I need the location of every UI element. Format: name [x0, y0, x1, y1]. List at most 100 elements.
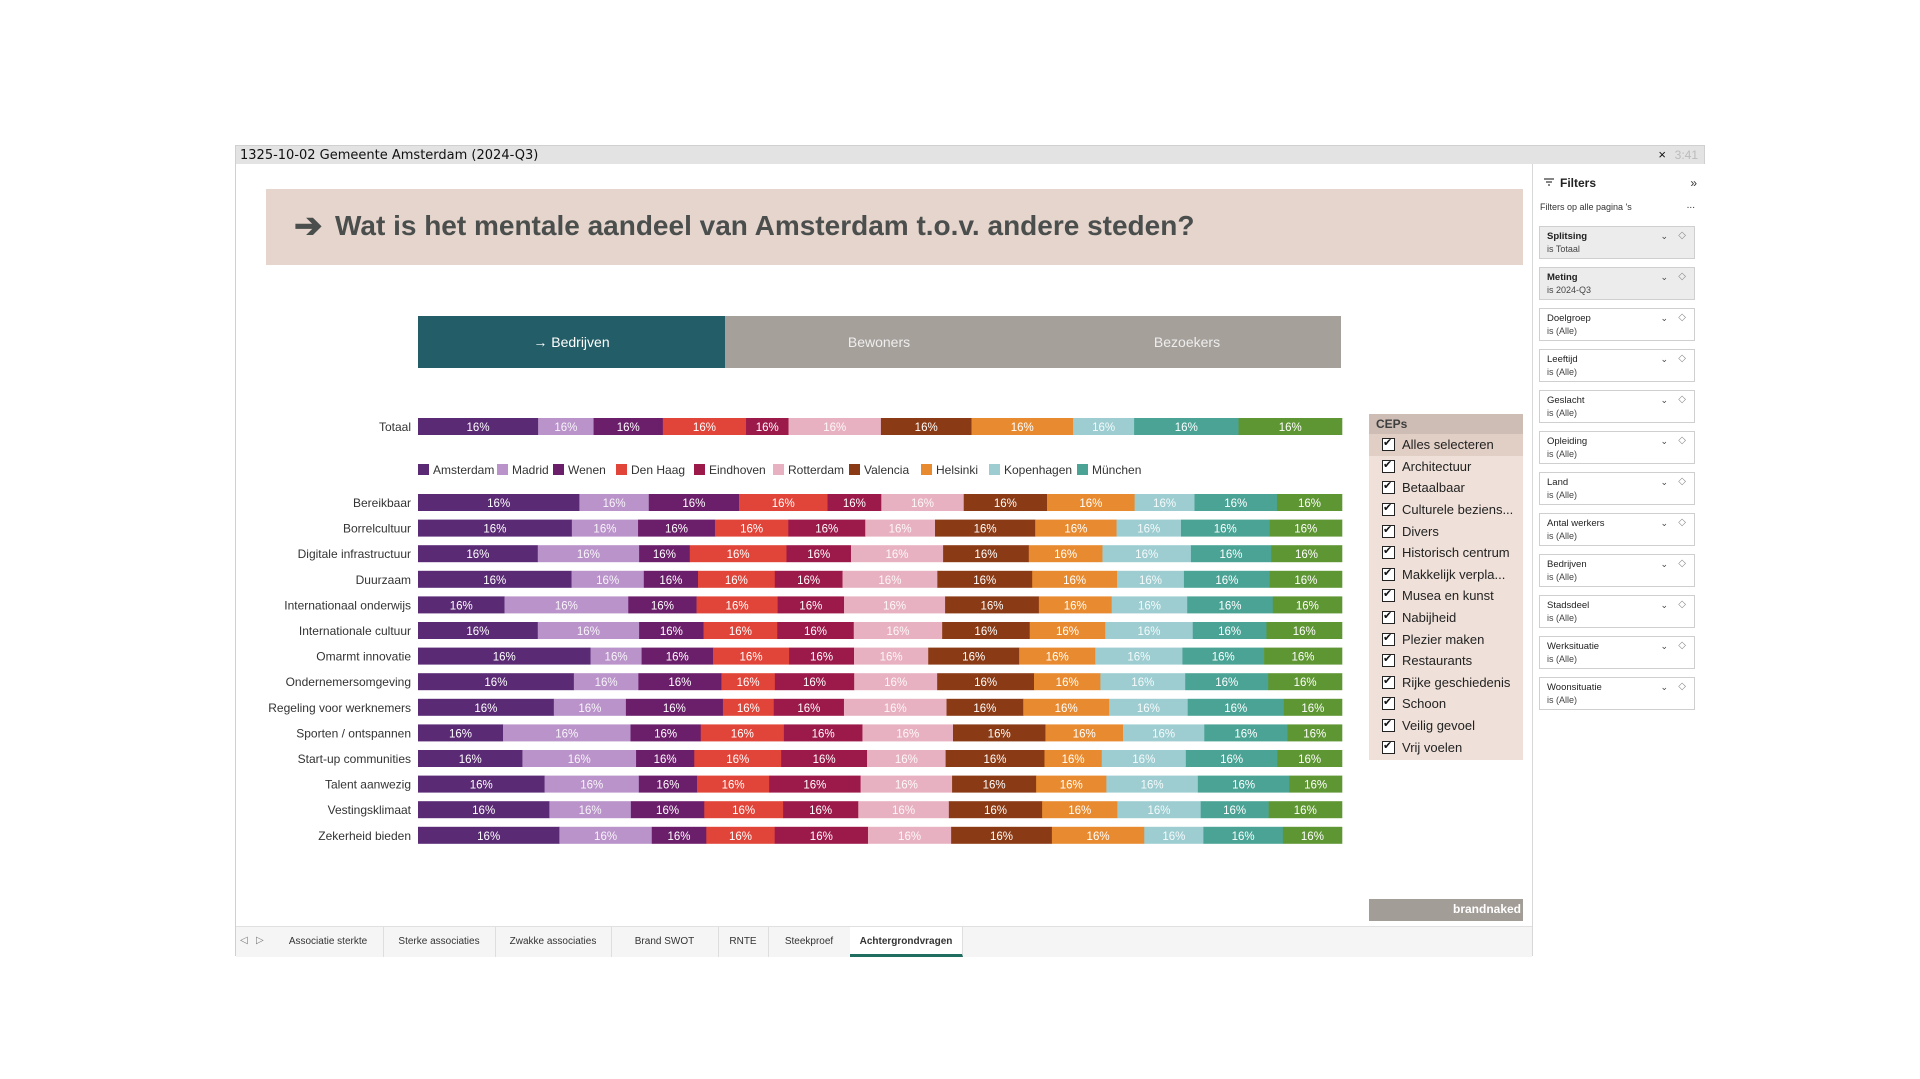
- tab-bewoners[interactable]: Bewoners: [725, 316, 1033, 368]
- bar-segment-r6-4[interactable]: [789, 647, 855, 665]
- checkbox-icon[interactable]: [1382, 695, 1395, 711]
- bar-segment-r13-5[interactable]: [867, 826, 952, 844]
- bar-segment-r8-1[interactable]: [553, 698, 627, 716]
- bar-segment-r9-0[interactable]: [418, 724, 504, 742]
- page-tab-brand-swot[interactable]: Brand SWOT: [611, 927, 719, 957]
- bar-segment-r4-6[interactable]: [945, 596, 1040, 614]
- bar-segment-r6-7[interactable]: [1019, 647, 1096, 665]
- bar-segment-r11-5[interactable]: [860, 775, 953, 793]
- bar-segment-r10-6[interactable]: [945, 750, 1045, 767]
- bar-segment-totaal-6[interactable]: [880, 418, 972, 435]
- checkbox-icon[interactable]: [1382, 674, 1395, 689]
- checkbox-icon[interactable]: [1382, 479, 1395, 495]
- bar-segment-r2-10[interactable]: [1271, 545, 1343, 563]
- clear-filter-icon[interactable]: ◇: [1678, 312, 1686, 323]
- bar-segment-r3-2[interactable]: [643, 570, 699, 588]
- bar-segment-r7-5[interactable]: [854, 673, 938, 691]
- bar-segment-r12-7[interactable]: [1042, 801, 1118, 819]
- bar-segment-r12-0[interactable]: [418, 801, 550, 819]
- clear-filter-icon[interactable]: ◇: [1678, 476, 1686, 487]
- legend-entry[interactable]: Valencia: [864, 463, 909, 477]
- bar-segment-r3-4[interactable]: [774, 570, 843, 588]
- bar-segment-r1-0[interactable]: [418, 519, 573, 537]
- chevron-down-icon[interactable]: ⌄: [1660, 641, 1668, 651]
- bar-segment-r8-0[interactable]: [418, 698, 555, 716]
- checkbox-icon[interactable]: [1382, 631, 1395, 646]
- bar-segment-r1-6[interactable]: [935, 519, 1036, 537]
- bar-segment-r8-2[interactable]: [625, 698, 724, 716]
- bar-segment-r3-9[interactable]: [1183, 570, 1271, 588]
- bar-segment-r0-6[interactable]: [963, 494, 1048, 511]
- bar-segment-r11-2[interactable]: [638, 775, 698, 793]
- bar-segment-r10-8[interactable]: [1101, 750, 1187, 767]
- checkbox-icon[interactable]: [1382, 458, 1395, 473]
- bar-segment-r3-0[interactable]: [418, 570, 572, 588]
- bar-segment-r10-4[interactable]: [781, 750, 868, 767]
- bar-segment-r11-4[interactable]: [769, 775, 861, 793]
- chevron-down-icon[interactable]: ⌄: [1660, 600, 1668, 610]
- bar-segment-r7-7[interactable]: [1034, 673, 1101, 691]
- page-tab-rnte[interactable]: RNTE: [718, 927, 769, 957]
- cep-item[interactable]: Rijke geschiedenis: [1369, 672, 1523, 694]
- bar-segment-r9-10[interactable]: [1287, 724, 1343, 742]
- bar-segment-r13-0[interactable]: [418, 826, 560, 844]
- bar-segment-r2-4[interactable]: [786, 545, 852, 563]
- bar-segment-r13-7[interactable]: [1051, 826, 1145, 844]
- next-page-icon[interactable]: ▷: [256, 935, 264, 946]
- bar-segment-r1-2[interactable]: [638, 519, 716, 537]
- bar-segment-r6-0[interactable]: [418, 647, 591, 665]
- chevron-down-icon[interactable]: ⌄: [1660, 231, 1668, 241]
- chevron-down-icon[interactable]: ⌄: [1660, 395, 1668, 405]
- bar-segment-r5-3[interactable]: [703, 622, 778, 639]
- bar-segment-r12-9[interactable]: [1200, 801, 1269, 819]
- cep-item[interactable]: Schoon: [1369, 693, 1523, 715]
- bar-segment-r9-6[interactable]: [952, 724, 1046, 742]
- clear-filter-icon[interactable]: ◇: [1678, 640, 1686, 651]
- cep-item[interactable]: Restaurants: [1369, 650, 1523, 672]
- bar-segment-r1-9[interactable]: [1180, 519, 1270, 537]
- bar-segment-r13-2[interactable]: [651, 826, 707, 844]
- bar-segment-r1-1[interactable]: [571, 519, 639, 537]
- bar-segment-r0-5[interactable]: [881, 494, 965, 511]
- clear-filter-icon[interactable]: ◇: [1678, 230, 1686, 241]
- bar-segment-r8-4[interactable]: [773, 698, 845, 716]
- expand-icon[interactable]: »: [1690, 176, 1697, 190]
- bar-segment-r4-7[interactable]: [1038, 596, 1112, 614]
- clear-filter-icon[interactable]: ◇: [1678, 435, 1686, 446]
- chevron-down-icon[interactable]: ⌄: [1660, 518, 1668, 528]
- bar-segment-r4-9[interactable]: [1187, 596, 1274, 614]
- clear-filter-icon[interactable]: ◇: [1678, 394, 1686, 405]
- bar-segment-r8-5[interactable]: [843, 698, 947, 716]
- bar-segment-r1-7[interactable]: [1035, 519, 1117, 537]
- bar-segment-r13-6[interactable]: [951, 826, 1053, 844]
- cep-item[interactable]: Nabijheid: [1369, 607, 1523, 629]
- bar-segment-r8-10[interactable]: [1283, 698, 1343, 716]
- page-tab-achtergrondvragen[interactable]: Achtergrondvragen: [850, 927, 963, 957]
- bar-segment-r11-3[interactable]: [697, 775, 770, 793]
- bar-segment-r13-9[interactable]: [1203, 826, 1284, 844]
- cep-item[interactable]: Plezier maken: [1369, 628, 1523, 650]
- legend-entry[interactable]: Amsterdam: [433, 463, 494, 477]
- bar-segment-totaal-9[interactable]: [1134, 418, 1239, 435]
- legend-entry[interactable]: Helsinki: [936, 463, 978, 477]
- bar-segment-r12-8[interactable]: [1117, 801, 1201, 819]
- bar-segment-r7-2[interactable]: [638, 673, 722, 691]
- bar-segment-r12-6[interactable]: [948, 801, 1043, 819]
- bar-segment-r5-0[interactable]: [418, 622, 539, 639]
- bar-segment-totaal-10[interactable]: [1238, 418, 1343, 435]
- bar-segment-r0-3[interactable]: [739, 494, 828, 511]
- chevron-down-icon[interactable]: ⌄: [1660, 682, 1668, 692]
- bar-segment-r8-8[interactable]: [1109, 698, 1188, 716]
- legend-entry[interactable]: Kopenhagen: [1004, 463, 1072, 477]
- tab-bedrijven[interactable]: → Bedrijven: [418, 316, 725, 368]
- chevron-down-icon[interactable]: ⌄: [1660, 559, 1668, 569]
- bar-segment-r12-10[interactable]: [1268, 801, 1343, 819]
- bar-segment-r2-7[interactable]: [1028, 545, 1103, 563]
- bar-segment-r0-10[interactable]: [1276, 494, 1343, 511]
- bar-segment-r8-7[interactable]: [1023, 698, 1110, 716]
- bar-segment-r4-0[interactable]: [418, 596, 505, 614]
- bar-segment-totaal-4[interactable]: [746, 418, 789, 435]
- checkbox-icon[interactable]: [1382, 436, 1395, 452]
- bar-segment-r1-10[interactable]: [1269, 519, 1343, 537]
- bar-segment-r10-7[interactable]: [1044, 750, 1103, 767]
